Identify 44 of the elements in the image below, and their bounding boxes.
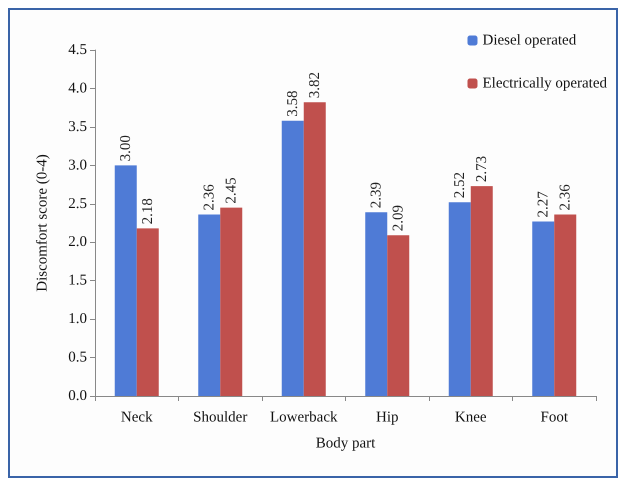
data-label: 3.82	[306, 72, 323, 98]
data-label: 2.73	[474, 156, 490, 182]
y-tick-label: 0.5	[68, 350, 87, 366]
legend-label: Electrically operated	[482, 76, 608, 92]
data-label: 2.27	[535, 190, 552, 218]
bar	[448, 202, 471, 396]
bar	[365, 212, 388, 396]
x-tick-label: Lowerback	[270, 410, 338, 426]
data-label: 2.36	[201, 184, 218, 211]
data-label: 2.45	[223, 177, 240, 204]
bar	[198, 214, 220, 396]
x-tick-label: Foot	[540, 410, 569, 426]
data-label: 2.39	[368, 182, 384, 208]
bar	[532, 221, 554, 396]
data-label: 3.00	[118, 135, 134, 162]
bar	[387, 235, 410, 396]
bar	[136, 228, 159, 396]
y-tick-label: 3.5	[68, 118, 87, 135]
data-label: 2.09	[390, 205, 406, 232]
x-tick-label: Hip	[376, 410, 398, 426]
x-tick-label: Knee	[454, 410, 487, 426]
bar	[282, 120, 304, 396]
bar	[554, 214, 576, 396]
y-axis-title: Discomfort score (0-4)	[34, 154, 50, 292]
data-label: 2.36	[557, 184, 574, 211]
data-label: 2.18	[140, 198, 156, 224]
y-tick-label: 4.5	[68, 42, 87, 58]
y-tick-label: 4.0	[68, 80, 87, 96]
bar	[114, 165, 137, 396]
y-tick-label: 1.0	[68, 311, 87, 328]
data-label: 2.52	[452, 172, 468, 198]
y-tick-label: 1.5	[68, 272, 87, 289]
bar	[470, 186, 493, 396]
x-tick-label: Shoulder	[193, 410, 248, 426]
y-tick-label: 2.0	[68, 234, 87, 250]
y-tick-label: 2.5	[68, 196, 87, 212]
data-label: 3.58	[284, 90, 301, 117]
y-tick-label: 3.0	[68, 157, 87, 174]
bar	[220, 208, 242, 396]
legend-label: Diesel operated	[482, 32, 577, 48]
bar	[304, 102, 326, 396]
x-tick-label: Neck	[120, 410, 154, 426]
x-axis-title: Body part	[316, 436, 376, 452]
y-tick-label: 0.0	[68, 388, 87, 404]
